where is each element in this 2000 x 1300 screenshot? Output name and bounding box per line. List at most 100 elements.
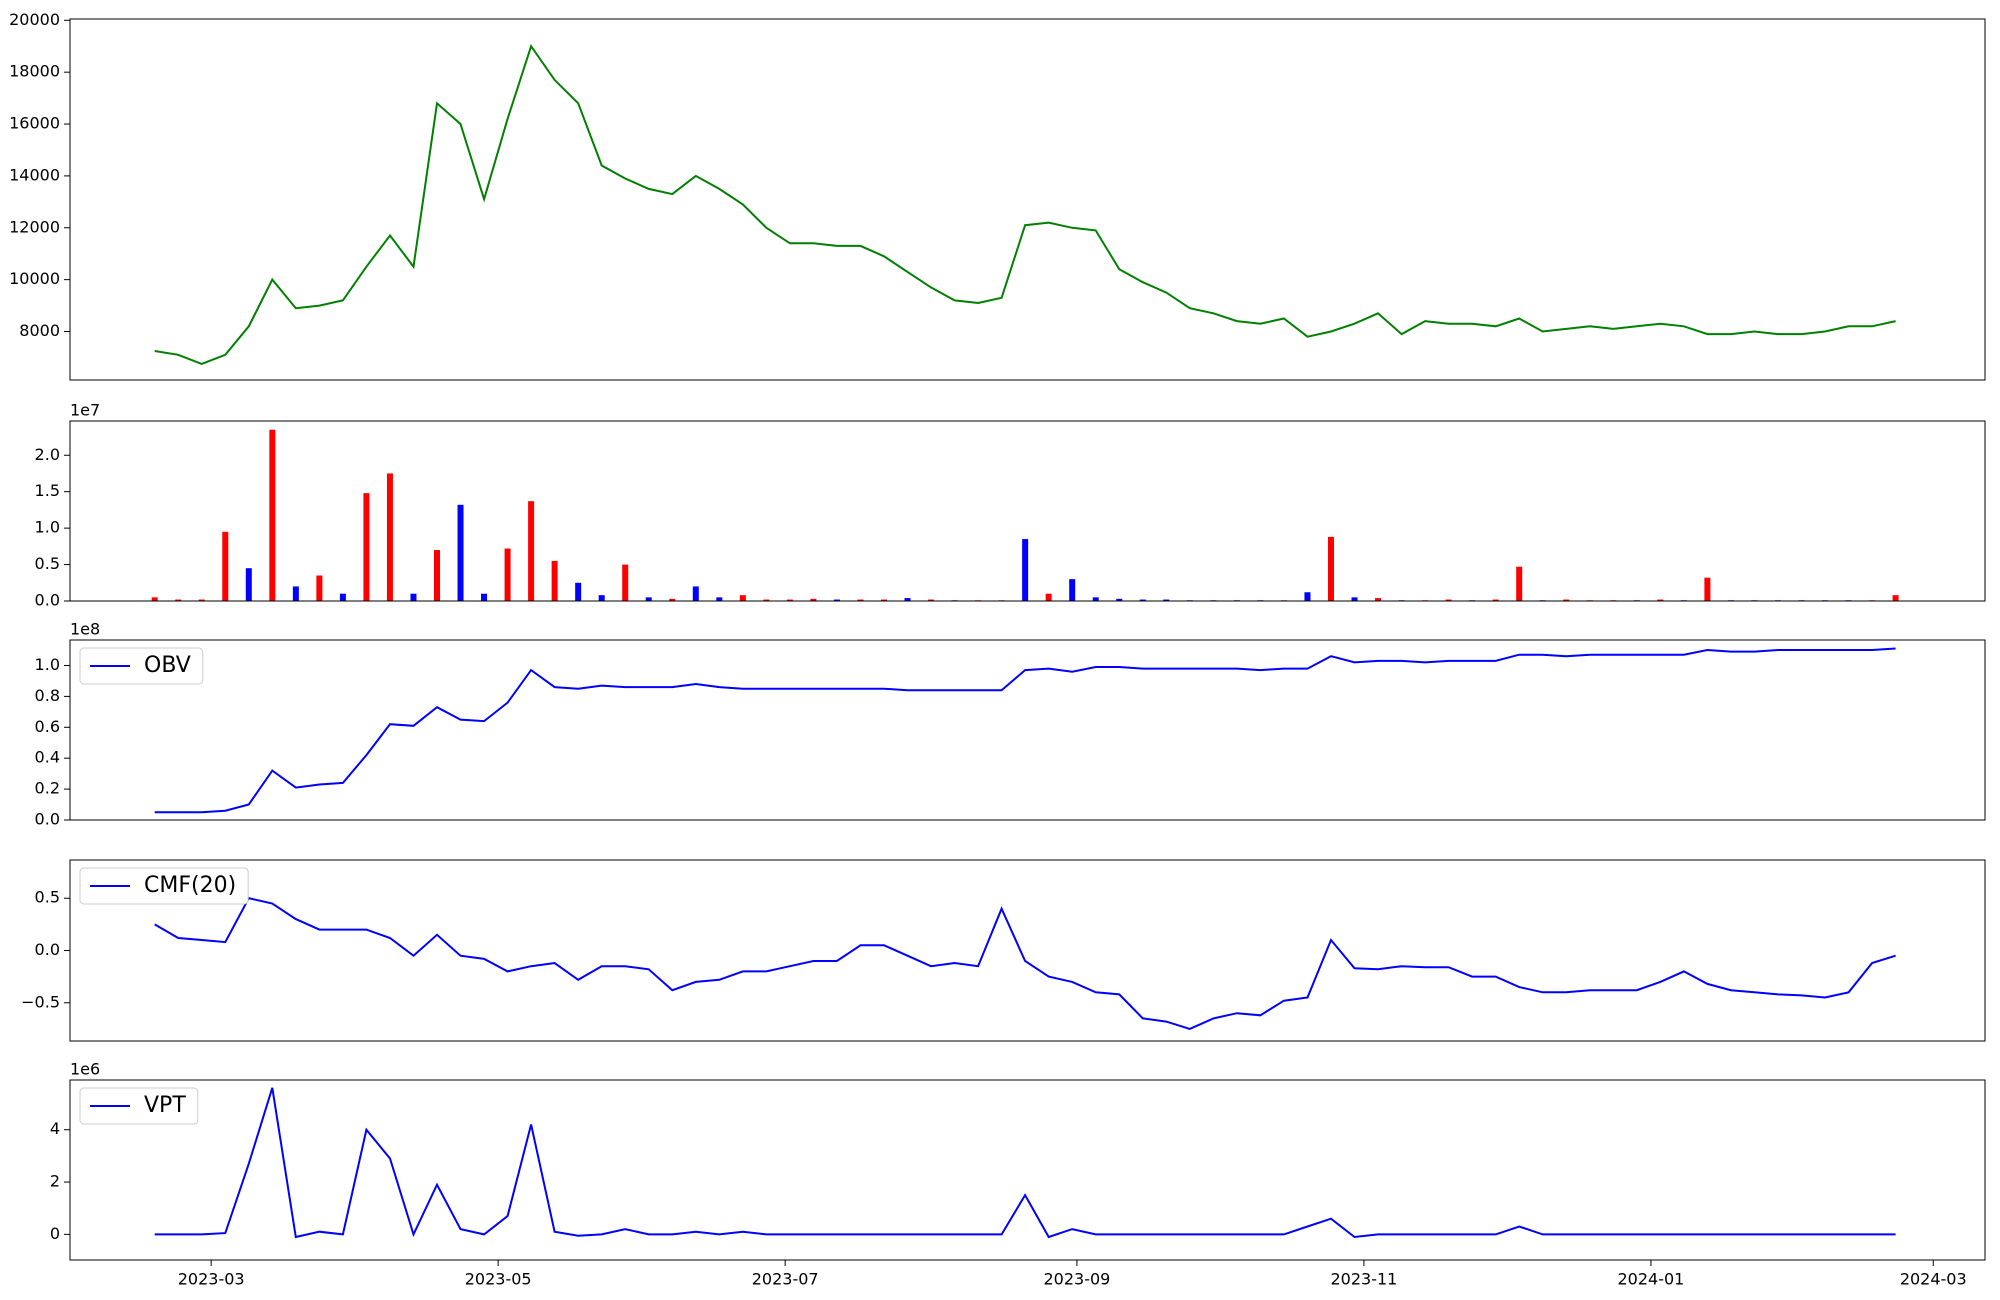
line (154, 1087, 1896, 1239)
bar (1022, 539, 1029, 601)
x-tick-label: 2024-03 (1900, 1270, 1967, 1289)
bar (575, 582, 582, 601)
bar (1139, 599, 1146, 601)
bar (692, 586, 699, 601)
bar (622, 564, 629, 601)
y-tick-label: 0.5 (35, 554, 60, 573)
x-tick-label: 2024-01 (1618, 1270, 1685, 1289)
bar (198, 599, 205, 601)
line (154, 897, 1896, 1030)
line (154, 43, 1896, 365)
bar (645, 597, 652, 601)
bar (1092, 597, 1099, 601)
x-tick-label: 2023-05 (465, 1270, 532, 1289)
y-tick-label: 0.4 (35, 748, 60, 767)
bar (1045, 593, 1052, 601)
bar (1892, 595, 1899, 601)
bar (551, 560, 558, 601)
bar (1704, 577, 1711, 601)
y-offset-label: 1e6 (70, 1060, 100, 1079)
bar (1304, 592, 1311, 601)
y-tick-label: 0.0 (35, 810, 60, 829)
bar (151, 597, 158, 601)
y-tick-label: −0.5 (21, 992, 60, 1011)
x-tick-label: 2023-09 (1043, 1270, 1110, 1289)
bar (1563, 599, 1570, 601)
bar (1069, 579, 1076, 601)
y-tick-label: 18000 (9, 62, 60, 81)
bar (716, 597, 723, 601)
bar (833, 599, 840, 601)
y-tick-label: 10000 (9, 269, 60, 288)
bar (763, 599, 770, 601)
bar (1116, 598, 1123, 601)
y-tick-label: 0.0 (35, 591, 60, 610)
bar (1375, 598, 1382, 601)
bar (1657, 599, 1664, 601)
y-tick-label: 14000 (9, 165, 60, 184)
y-offset-label: 1e7 (70, 401, 100, 420)
bar (245, 568, 252, 601)
bar (292, 586, 299, 601)
bar (457, 504, 464, 601)
bar (481, 593, 488, 601)
bar (598, 595, 605, 601)
bar (739, 595, 746, 601)
bar (786, 599, 793, 601)
y-tick-label: 0.6 (35, 717, 60, 736)
bar (1492, 599, 1499, 601)
bar (857, 599, 864, 601)
y-tick-label: 8000 (19, 321, 60, 340)
y-tick-label: 1.0 (35, 518, 60, 537)
line (154, 647, 1896, 814)
y-tick-label: 20000 (9, 10, 60, 29)
bar (528, 501, 535, 601)
axes-frame (69, 18, 1986, 381)
x-tick-label: 2023-11 (1330, 1270, 1397, 1289)
bar (669, 598, 676, 601)
axes-frame (69, 420, 1986, 602)
y-tick-label: 0.2 (35, 779, 60, 798)
axes-frame (69, 639, 1986, 821)
bar (316, 575, 323, 601)
bar (1516, 566, 1523, 601)
axes-frame (69, 1079, 1986, 1261)
legend-label: OBV (144, 653, 191, 678)
x-tick-label: 2023-03 (178, 1270, 245, 1289)
bar (504, 548, 511, 601)
y-tick-label: 12000 (9, 217, 60, 236)
bar (386, 473, 393, 601)
legend-box (79, 867, 249, 905)
y-tick-label: 4 (50, 1119, 60, 1138)
bar (434, 549, 441, 601)
bar (1163, 599, 1170, 601)
bar (222, 531, 229, 601)
bar (810, 598, 817, 601)
legend-label: CMF(20) (144, 873, 236, 898)
bar (339, 593, 346, 601)
bar (1445, 599, 1452, 601)
y-tick-label: 1.5 (35, 481, 60, 500)
bar (269, 429, 276, 601)
y-tick-label: 0.8 (35, 686, 60, 705)
bar (1351, 597, 1358, 601)
bar (175, 599, 182, 601)
y-tick-label: 0 (50, 1224, 60, 1243)
bar (904, 598, 911, 601)
y-tick-label: 2 (50, 1172, 60, 1191)
bar (928, 599, 935, 601)
bar (880, 599, 887, 601)
legend-label: VPT (144, 1093, 186, 1118)
x-tick-label: 2023-07 (752, 1270, 819, 1289)
y-tick-label: 0.5 (35, 888, 60, 907)
legend-box (79, 1087, 199, 1125)
y-tick-label: 2.0 (35, 445, 60, 464)
y-tick-label: 16000 (9, 114, 60, 133)
bar (410, 593, 417, 601)
legend-box (79, 647, 204, 685)
bar (1327, 536, 1334, 601)
bar (363, 493, 370, 601)
axes-frame (69, 859, 1986, 1042)
y-tick-label: 0.0 (35, 940, 60, 959)
